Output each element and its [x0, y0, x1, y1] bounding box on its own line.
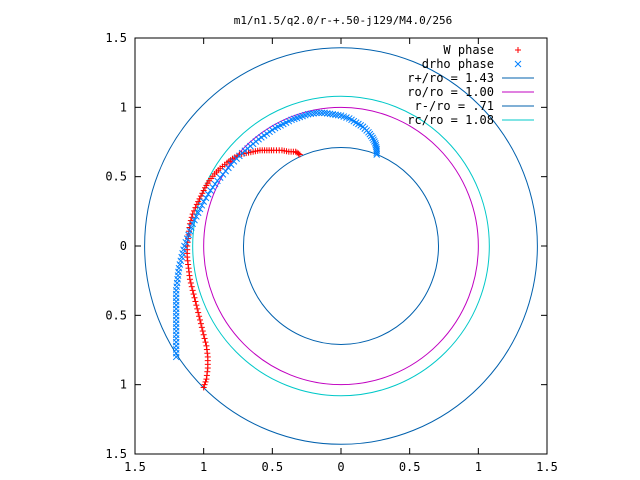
series-1-point — [185, 231, 192, 239]
circle-1 — [203, 106, 479, 386]
reference-circles — [144, 47, 538, 445]
series-1-point — [369, 134, 376, 142]
series-0-point — [192, 298, 199, 305]
y-tick-label: 1.5 — [105, 31, 127, 45]
series-0-point — [188, 283, 195, 290]
series-0-point — [199, 190, 206, 197]
circle-2 — [242, 147, 440, 345]
series-0-point — [197, 193, 204, 200]
series-0-point — [200, 187, 207, 194]
series-1-point — [321, 109, 328, 117]
x-tick-label: 1 — [475, 460, 482, 474]
series-0-point — [193, 302, 200, 309]
series-1-point — [312, 109, 320, 117]
series-0-point — [189, 211, 196, 218]
series-0-point — [200, 384, 207, 391]
series-0-point — [197, 320, 204, 327]
series-0-point — [201, 381, 208, 388]
series-0-point — [202, 339, 209, 346]
axis-ticks: 1.5 1 0.5 0 0.5 1 1.51.510.500.511.5 — [105, 31, 558, 474]
legend-marker-sample — [514, 60, 522, 68]
series-0-point — [201, 335, 208, 342]
series-0-point — [296, 151, 303, 158]
series-1-point — [200, 198, 208, 205]
series-0-point — [203, 342, 210, 349]
series-1-point — [191, 216, 198, 224]
series-0-point — [200, 331, 207, 338]
series-1-point — [211, 180, 219, 188]
legend-label: r+/ro = 1.43 — [407, 71, 494, 85]
legend-label: W phase — [443, 43, 494, 57]
series-0-point — [191, 294, 198, 301]
series-1-point — [329, 110, 337, 118]
series-1-point — [304, 110, 312, 118]
series-1-point — [334, 111, 342, 119]
series-0-point — [195, 309, 202, 316]
y-tick-label: 1 — [120, 378, 127, 392]
series-0-point — [198, 324, 205, 331]
series-0-point — [196, 313, 203, 320]
series-1-point — [209, 183, 217, 191]
series-1-point — [323, 109, 331, 117]
series-1-point — [181, 242, 188, 250]
legend-label: rc/ro = 1.08 — [407, 113, 494, 127]
legend-label: drho phase — [422, 57, 494, 71]
series-1-point — [373, 149, 381, 156]
series-1-point — [310, 109, 317, 117]
series-1-point — [202, 194, 210, 202]
series-0-point — [190, 291, 197, 298]
series-1-point — [194, 209, 202, 217]
series-1-point — [315, 109, 323, 117]
y-tick-label: 1.5 — [105, 447, 127, 461]
series-1-point — [207, 187, 214, 194]
y-tick-label: 0 — [120, 239, 127, 253]
x-tick-label: 0.5 — [399, 460, 421, 474]
series-0-point — [202, 378, 209, 385]
legend-label: r-/ro = .71 — [415, 99, 494, 113]
y-tick-label: 0.5 — [105, 308, 127, 322]
series-1-point — [371, 138, 378, 145]
data-series — [172, 109, 381, 391]
series-1-point — [187, 224, 195, 231]
x-tick-label: 1 — [200, 460, 207, 474]
series-0-point — [196, 195, 203, 202]
series-1-point — [192, 213, 200, 220]
y-tick-label: 1 — [120, 100, 127, 114]
series-0-point — [187, 279, 194, 286]
circle-0 — [144, 47, 538, 445]
series-0-point — [197, 316, 204, 323]
series-1-point — [198, 201, 206, 209]
series-0-point — [195, 198, 202, 205]
series-1-point — [373, 151, 381, 158]
series-1-point — [318, 109, 326, 117]
series-0-point — [189, 287, 196, 294]
x-tick-label: 1.5 — [536, 460, 558, 474]
series-1-point — [196, 205, 204, 213]
x-tick-label: 1.5 — [124, 460, 146, 474]
series-1-point — [307, 110, 315, 118]
series-1-point — [189, 220, 197, 228]
series-1-point — [186, 227, 194, 235]
legend-marker-sample — [515, 47, 521, 53]
series-1-point — [183, 235, 191, 242]
x-tick-label: 0.5 — [261, 460, 283, 474]
y-tick-label: 0.5 — [105, 170, 127, 184]
series-0-point — [194, 305, 201, 312]
chart-title: m1/n1.5/q2.0/r-+.50-j129/M4.0/256 — [234, 14, 453, 27]
x-tick-label: 0 — [337, 460, 344, 474]
series-0-point — [199, 328, 206, 335]
series-1-point — [332, 111, 339, 119]
series-0-point — [295, 150, 302, 157]
series-1-point — [326, 110, 334, 118]
series-1-point — [204, 190, 212, 198]
legend-label: ro/ro = 1.00 — [407, 85, 494, 99]
series-1-point — [182, 238, 190, 246]
series-1-point — [370, 136, 377, 144]
circle-3 — [192, 95, 490, 397]
